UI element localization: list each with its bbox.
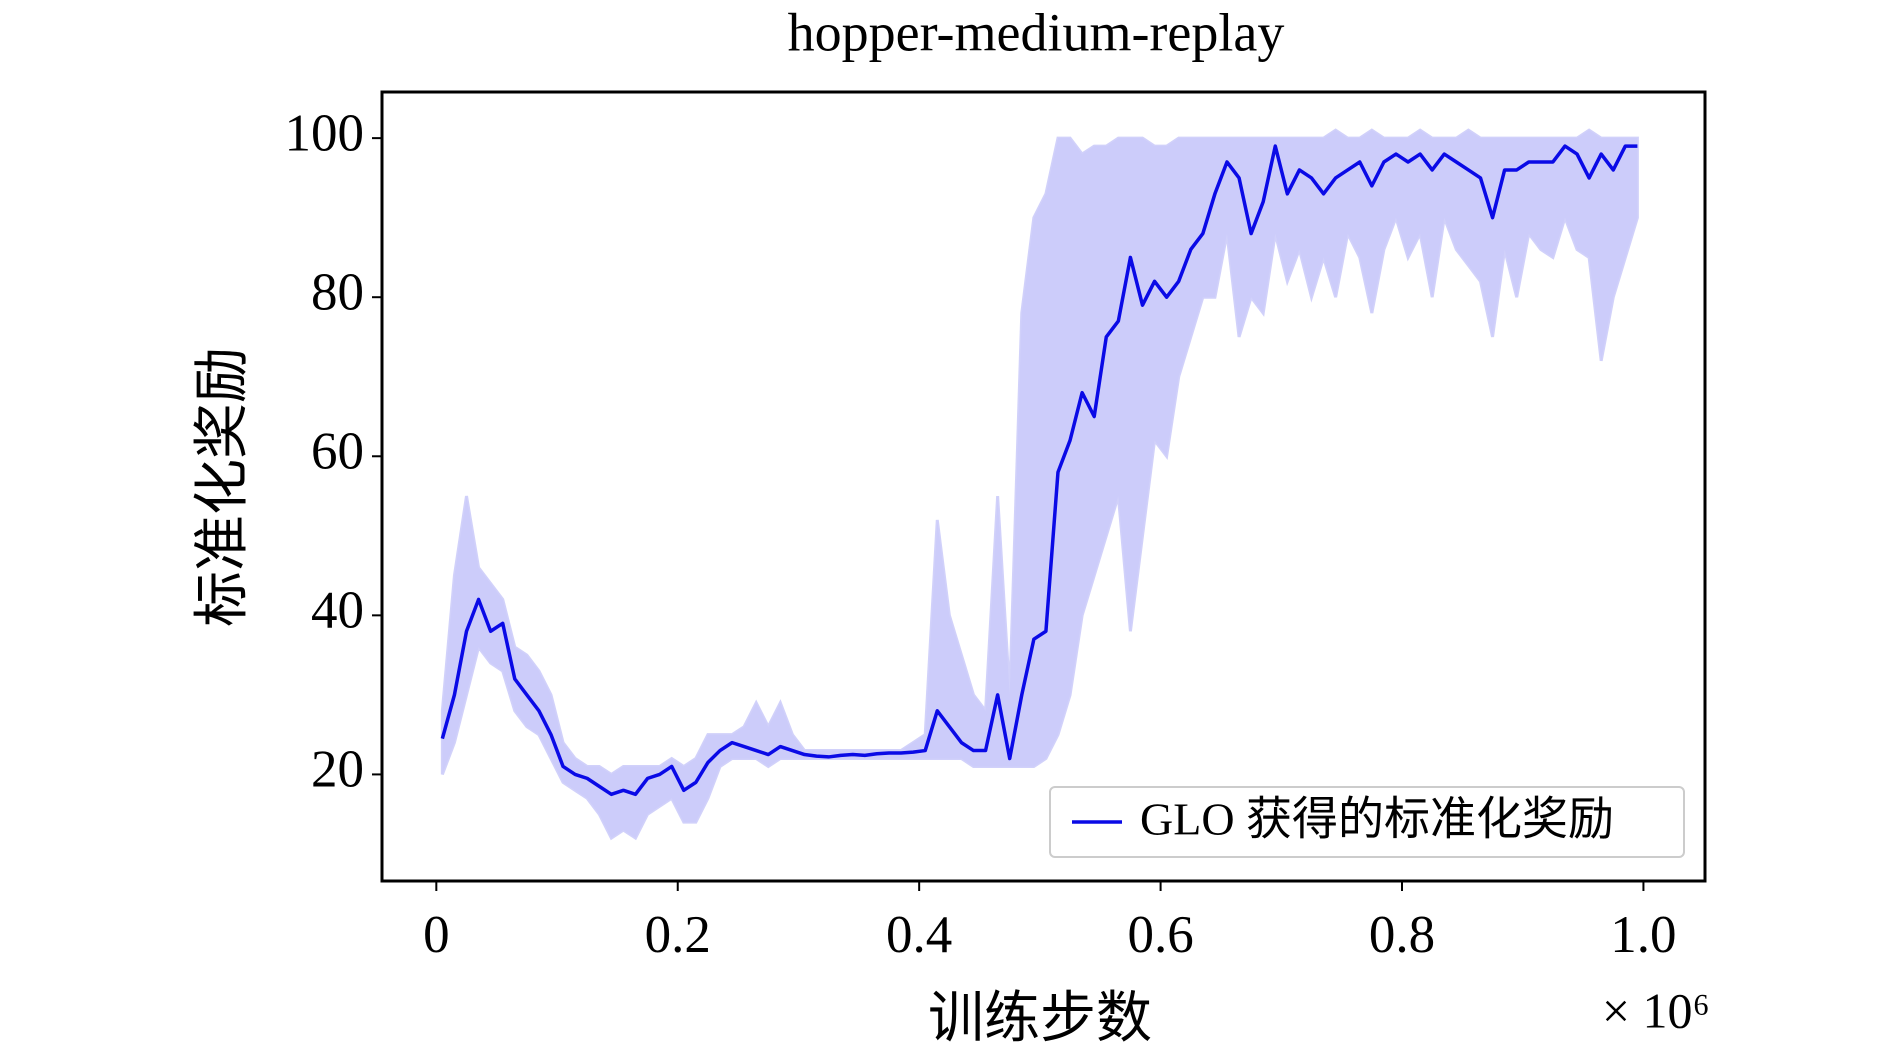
mean-line [440, 144, 1638, 797]
y-tick-label: 100 [285, 104, 365, 162]
plot-frame [380, 90, 1707, 883]
y-tick-label: 80 [311, 263, 364, 321]
x-tick-label: 0.8 [1369, 906, 1435, 964]
y-tick-label: 60 [311, 422, 364, 480]
legend-box [1049, 786, 1685, 858]
y-tick-label: 40 [311, 582, 364, 640]
x-axis-label: 训练步数 [928, 988, 1152, 1050]
y-tick-label: 20 [311, 741, 364, 799]
legend-label: GLO 获得的标准化奖励 [1140, 794, 1614, 845]
x-tick-label: 0.2 [645, 906, 711, 964]
x-tick-label: 0.6 [1127, 906, 1193, 964]
y-axis-label: 标准化奖励 [192, 347, 254, 627]
x-tick-label: 0.4 [886, 906, 952, 964]
x-offset-label: × 10⁶ [1602, 982, 1710, 1038]
confidence-band [440, 128, 1639, 841]
x-tick-label: 0 [423, 906, 450, 964]
x-tick-label: 1.0 [1610, 906, 1676, 964]
chart-title: hopper-medium-replay [788, 2, 1285, 62]
